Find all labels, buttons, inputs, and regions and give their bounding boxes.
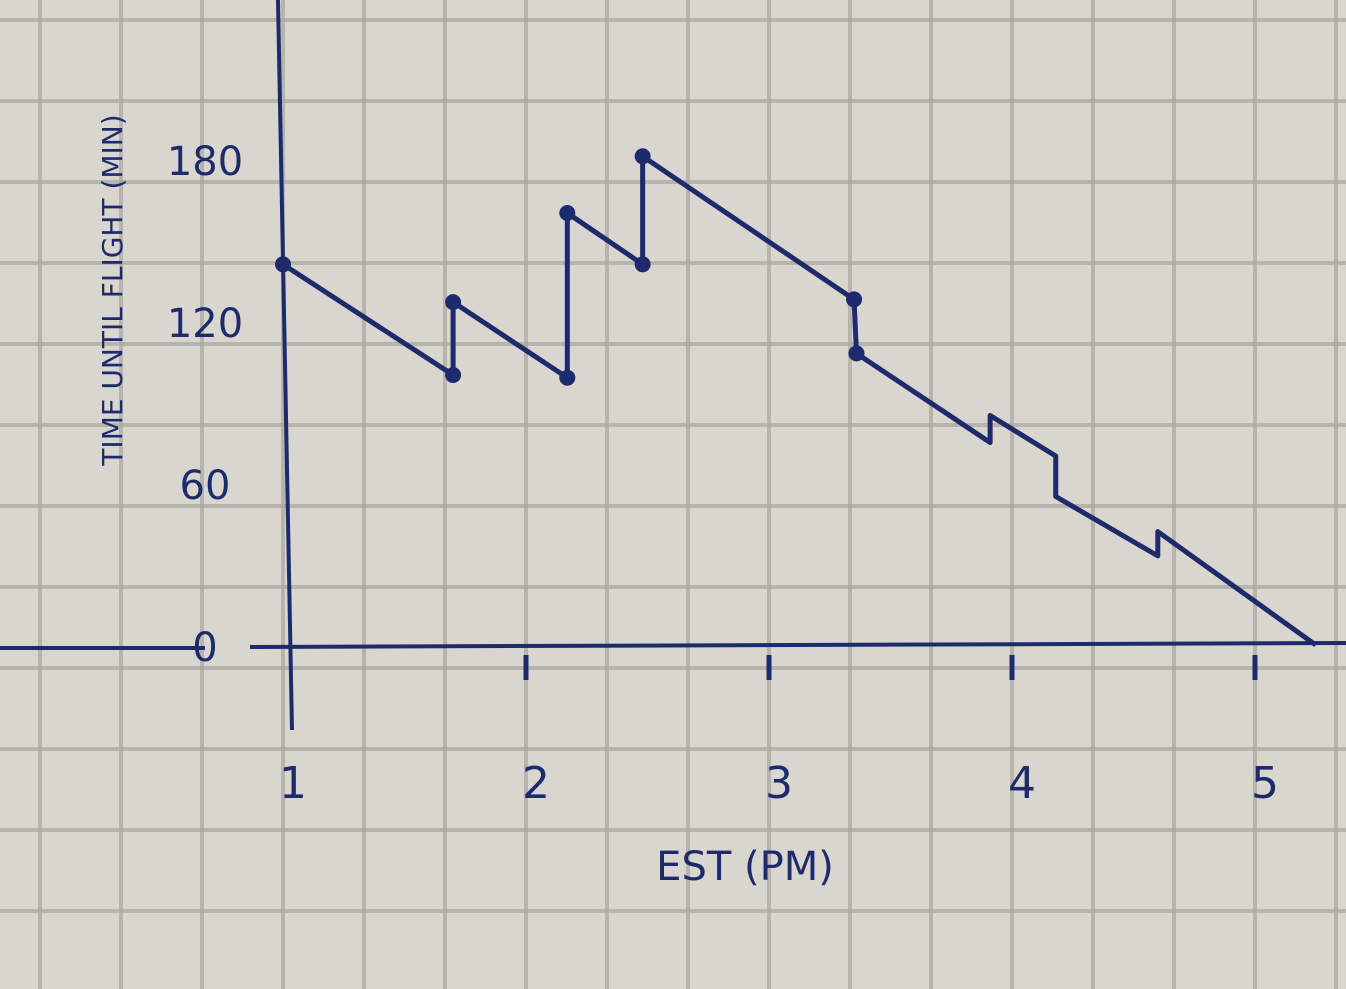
series-line bbox=[281, 153, 1318, 648]
data-point bbox=[848, 345, 865, 362]
data-point bbox=[559, 369, 576, 386]
x-axis-label: EST (PM) bbox=[656, 844, 834, 890]
data-point bbox=[846, 291, 863, 308]
data-point bbox=[559, 205, 576, 221]
data-point bbox=[445, 294, 462, 311]
ticks: 1 2 3 4 5 0 60 120 180 bbox=[167, 139, 1279, 809]
axes bbox=[0, 0, 1346, 731]
x-tick-label: 2 bbox=[522, 758, 550, 809]
y-tick-label: 0 bbox=[192, 625, 217, 671]
y-axis-label: TIME UNTIL FLIGHT (MIN) bbox=[96, 114, 129, 466]
y-tick-label: 60 bbox=[180, 463, 231, 509]
data-point bbox=[445, 367, 462, 383]
data-point bbox=[275, 256, 291, 273]
data-point bbox=[634, 148, 651, 165]
x-tick-label: 4 bbox=[1008, 758, 1036, 809]
x-tick-label: 1 bbox=[279, 758, 307, 809]
x-tick-label: 5 bbox=[1251, 758, 1279, 809]
x-axis-line bbox=[249, 641, 1346, 649]
x-tick-label: 3 bbox=[765, 758, 793, 809]
y-tick-label: 180 bbox=[167, 139, 243, 185]
y-tick-label: 120 bbox=[167, 301, 243, 347]
y-axis-line bbox=[276, 0, 294, 731]
data-point bbox=[634, 256, 651, 273]
series bbox=[275, 148, 1318, 648]
